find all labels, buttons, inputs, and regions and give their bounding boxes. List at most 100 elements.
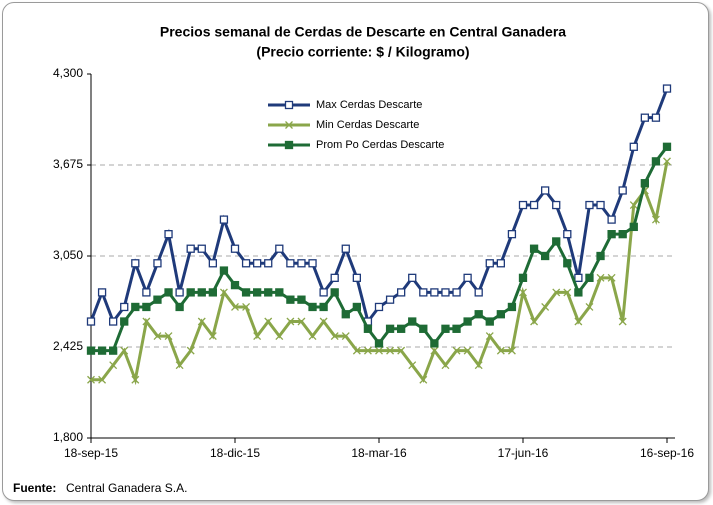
marker (264, 259, 273, 268)
marker (153, 332, 162, 341)
marker (541, 186, 550, 195)
marker (142, 317, 151, 326)
x-tick-label: 16-sep-16 (640, 446, 694, 460)
marker (286, 317, 295, 326)
marker (208, 288, 217, 297)
marker (596, 200, 605, 210)
legend-label: Min Cerdas Descarte (316, 119, 419, 131)
marker (330, 332, 339, 341)
marker (275, 332, 284, 341)
marker (253, 259, 262, 268)
marker (662, 84, 672, 93)
marker (485, 332, 494, 341)
marker (518, 200, 528, 210)
marker (253, 288, 262, 297)
marker (452, 324, 461, 333)
marker (640, 179, 649, 188)
y-tick-label: 3,050 (53, 248, 83, 262)
marker (131, 302, 140, 312)
marker (408, 317, 417, 326)
marker (585, 273, 594, 282)
marker (186, 244, 195, 253)
marker (474, 310, 483, 319)
marker (485, 259, 494, 268)
marker (208, 332, 217, 341)
marker (541, 251, 550, 261)
marker (618, 230, 627, 239)
marker (419, 324, 428, 333)
marker (607, 273, 616, 282)
marker (98, 375, 107, 384)
marker (629, 222, 638, 232)
marker (607, 230, 616, 239)
marker (629, 201, 638, 209)
marker (452, 288, 461, 297)
marker (219, 215, 229, 224)
marker (507, 230, 517, 239)
marker (109, 346, 118, 355)
marker (109, 361, 118, 370)
marker (463, 346, 472, 355)
marker (175, 361, 184, 370)
chart: Precios semanal de Cerdas de Descarte en… (13, 24, 694, 495)
marker (574, 288, 583, 297)
marker (264, 288, 273, 297)
marker (319, 317, 328, 326)
marker (663, 157, 671, 166)
marker (397, 324, 406, 333)
marker (341, 244, 350, 253)
marker (385, 324, 395, 333)
marker (374, 302, 384, 312)
marker (530, 317, 539, 326)
marker (308, 302, 317, 312)
marker (618, 317, 627, 326)
marker (341, 332, 350, 341)
marker (219, 288, 228, 297)
marker (219, 266, 229, 275)
marker (541, 303, 550, 311)
marker (463, 273, 472, 282)
marker (319, 302, 328, 312)
chart-frame: Precios semanal de Cerdas de Descarte en… (2, 2, 709, 501)
marker (297, 317, 306, 326)
marker (275, 244, 284, 253)
marker (374, 339, 384, 348)
marker (153, 259, 162, 268)
marker (86, 317, 96, 326)
marker (651, 113, 661, 122)
marker (120, 302, 129, 312)
marker (164, 332, 173, 341)
marker (585, 200, 594, 210)
marker (308, 332, 317, 341)
marker (419, 288, 428, 297)
marker (120, 317, 129, 326)
marker (120, 346, 129, 355)
marker (474, 361, 483, 370)
marker (441, 361, 450, 370)
marker (175, 288, 184, 297)
marker (186, 288, 195, 297)
marker (518, 273, 528, 282)
marker (474, 288, 483, 297)
source: Central Ganadera S.A. (66, 481, 187, 495)
marker (297, 259, 306, 268)
marker (385, 295, 395, 304)
marker (607, 215, 616, 224)
marker (330, 273, 339, 282)
marker (241, 259, 251, 268)
marker (363, 346, 372, 355)
marker (596, 273, 605, 282)
x-tick-label: 18-dic-15 (210, 446, 260, 460)
marker (275, 288, 284, 297)
legend-label: Prom Po Cerdas Descarte (316, 139, 444, 151)
marker (297, 295, 306, 304)
marker (352, 346, 361, 355)
marker (452, 346, 461, 355)
marker (197, 288, 206, 297)
marker (640, 113, 649, 122)
marker (231, 303, 239, 311)
marker (253, 332, 262, 341)
marker (408, 361, 417, 370)
marker (330, 288, 339, 297)
marker (230, 244, 240, 253)
